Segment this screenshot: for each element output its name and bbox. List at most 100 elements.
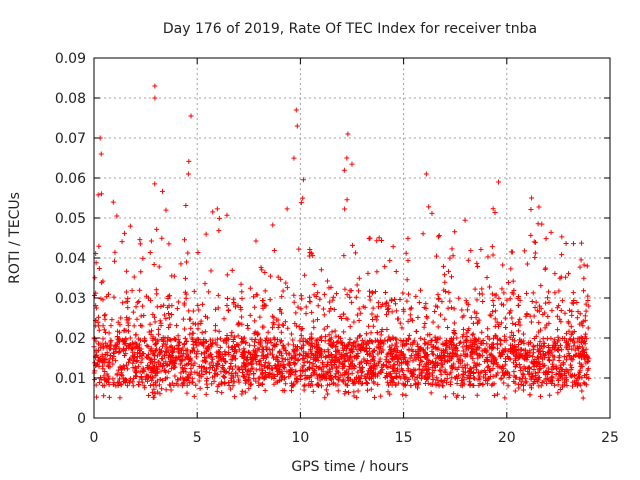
data-point xyxy=(344,382,350,388)
data-point xyxy=(140,365,146,371)
data-point xyxy=(355,388,361,394)
data-point xyxy=(503,324,509,330)
data-point xyxy=(564,338,570,344)
data-point xyxy=(471,349,477,355)
data-point xyxy=(566,328,572,334)
data-point xyxy=(580,323,586,329)
data-point xyxy=(404,340,410,346)
data-point xyxy=(429,337,435,343)
data-point xyxy=(173,336,179,342)
data-point xyxy=(185,171,191,177)
data-point xyxy=(568,362,574,368)
data-point xyxy=(337,314,343,320)
data-point xyxy=(395,347,401,353)
data-point xyxy=(362,373,368,379)
data-point xyxy=(153,341,159,347)
data-point xyxy=(167,361,173,367)
data-point xyxy=(496,295,502,301)
data-point xyxy=(585,297,591,303)
data-point xyxy=(432,359,438,365)
data-point xyxy=(408,382,414,388)
data-point xyxy=(545,375,551,381)
data-point xyxy=(238,304,244,310)
data-point xyxy=(166,369,172,375)
data-point xyxy=(557,373,563,379)
data-point xyxy=(423,360,429,366)
data-point xyxy=(330,297,336,303)
data-point xyxy=(578,382,584,388)
data-point xyxy=(367,235,373,241)
data-point xyxy=(353,250,359,256)
data-point xyxy=(307,294,313,300)
data-point xyxy=(225,308,231,314)
data-point xyxy=(407,312,413,318)
data-point xyxy=(368,386,374,392)
data-point xyxy=(518,339,524,345)
data-point xyxy=(181,368,187,374)
data-point xyxy=(364,381,370,387)
data-point xyxy=(323,354,329,360)
data-point xyxy=(328,342,334,348)
data-point xyxy=(527,313,533,319)
data-point xyxy=(485,326,491,332)
data-point xyxy=(376,235,382,241)
data-point xyxy=(269,366,275,372)
data-point xyxy=(200,358,206,364)
data-point xyxy=(293,377,299,383)
data-point xyxy=(583,331,589,337)
data-point xyxy=(493,308,499,314)
data-point xyxy=(284,206,290,212)
data-point xyxy=(285,341,291,347)
data-point xyxy=(568,372,574,378)
data-point xyxy=(185,377,191,383)
data-point xyxy=(150,375,156,381)
data-point xyxy=(386,334,392,340)
data-point xyxy=(385,389,391,395)
data-point xyxy=(577,311,583,317)
data-point xyxy=(433,355,439,361)
data-point xyxy=(202,354,208,360)
data-point xyxy=(406,335,412,341)
data-point xyxy=(549,378,555,384)
data-point xyxy=(195,326,201,332)
data-point xyxy=(332,328,338,334)
data-point xyxy=(196,307,202,313)
data-point xyxy=(216,328,222,334)
data-point xyxy=(398,337,404,343)
data-point xyxy=(477,291,483,297)
data-point xyxy=(400,368,406,374)
data-point xyxy=(119,239,125,245)
data-point xyxy=(546,289,552,295)
data-point xyxy=(152,314,158,320)
data-point xyxy=(128,376,134,382)
data-point xyxy=(467,365,473,371)
data-point xyxy=(261,302,267,308)
data-point xyxy=(242,374,248,380)
data-point xyxy=(104,343,110,349)
data-point xyxy=(567,337,573,343)
data-point xyxy=(217,336,223,342)
data-point xyxy=(308,331,314,337)
data-point xyxy=(295,356,301,362)
data-point xyxy=(492,357,498,363)
data-point xyxy=(228,357,234,363)
data-point xyxy=(320,361,326,367)
data-point xyxy=(186,308,192,314)
data-point xyxy=(567,307,573,313)
data-point xyxy=(298,306,304,312)
data-point xyxy=(383,373,389,379)
data-point xyxy=(235,333,241,339)
data-point xyxy=(232,356,238,362)
data-point xyxy=(163,387,169,393)
data-point xyxy=(517,376,523,382)
data-point xyxy=(490,361,496,367)
data-point xyxy=(275,274,281,280)
data-point xyxy=(114,213,120,219)
data-point xyxy=(139,323,145,329)
data-point xyxy=(347,349,353,355)
data-point xyxy=(447,345,453,351)
data-point xyxy=(276,361,282,367)
data-point xyxy=(98,151,104,157)
data-point xyxy=(193,339,199,345)
data-point xyxy=(294,123,300,129)
